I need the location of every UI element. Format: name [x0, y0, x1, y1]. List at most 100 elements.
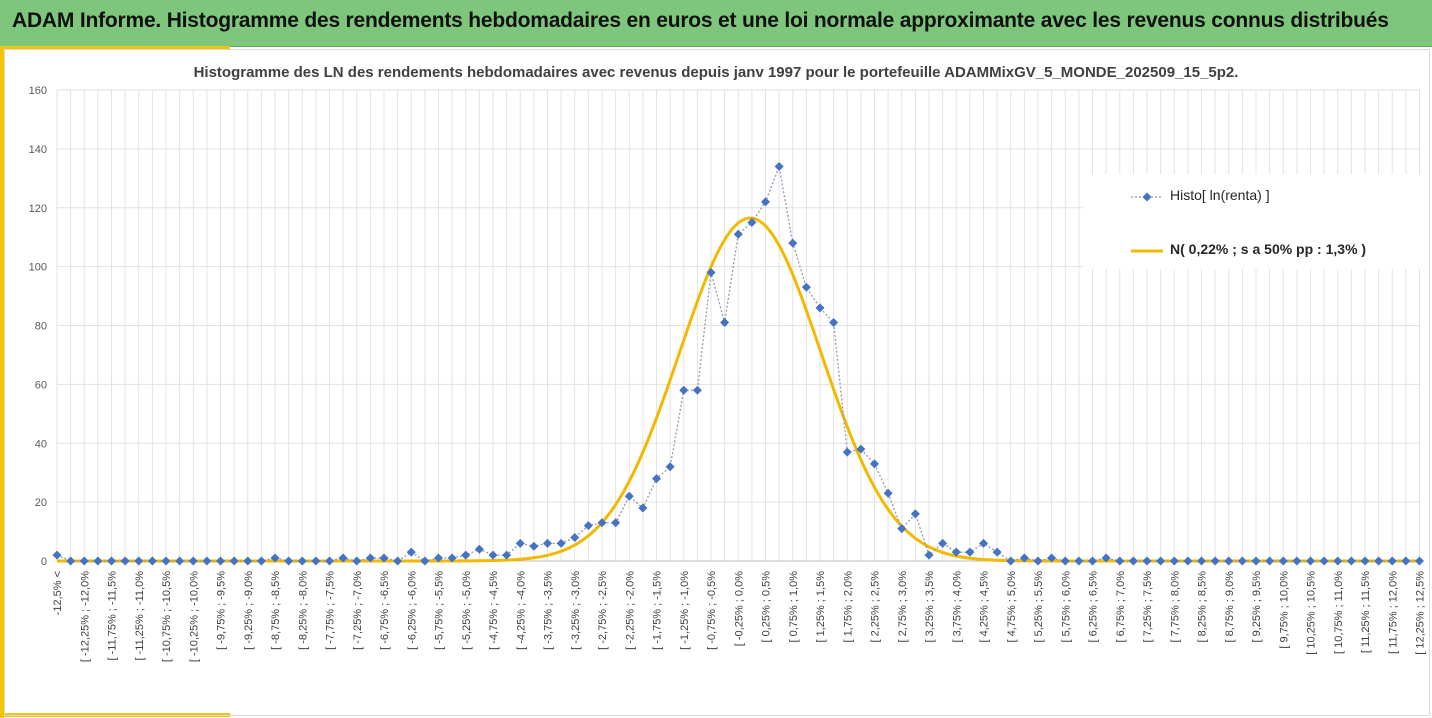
histo-point	[829, 318, 839, 328]
histo-point	[583, 521, 593, 531]
histo-point	[365, 553, 375, 563]
histo-point	[1319, 556, 1329, 566]
histo-point	[325, 556, 334, 566]
x-tick-label: [ -8,25% ; -8,0%	[297, 571, 309, 650]
x-tick-label: [ -2,75% ; -2,5%	[597, 571, 609, 650]
histo-point	[66, 556, 76, 566]
histo-point	[910, 509, 920, 519]
x-tick-label: [ -1,75% ; -1,5%	[652, 571, 664, 650]
histo-point	[624, 491, 634, 501]
x-tick-label: [ 6,25% ; 6,5%	[1088, 571, 1100, 643]
histo-point	[801, 282, 811, 292]
y-tick-label: 20	[35, 497, 47, 509]
histo-point	[570, 532, 580, 542]
histo-point	[1360, 556, 1370, 566]
histo-point	[461, 550, 471, 560]
histo-point	[229, 556, 239, 566]
histo-point	[175, 556, 185, 566]
histo-point	[842, 447, 852, 457]
legend-histo-label: Histo[ ln(renta) ]	[1170, 187, 1270, 203]
x-tick-label: [ 2,75% ; 3,0%	[897, 571, 909, 643]
y-tick-label: 100	[29, 262, 47, 274]
x-tick-label: [ -6,25% ; -6,0%	[406, 571, 418, 650]
accent-bar-top	[0, 46, 230, 49]
x-tick-label: [ -5,25% ; -5,0%	[461, 571, 473, 650]
histo-point	[188, 556, 198, 566]
y-tick-label: 120	[29, 203, 47, 215]
histo-point	[488, 550, 498, 560]
histo-point	[1033, 556, 1043, 566]
histo-point	[202, 556, 212, 566]
histo-point	[1415, 556, 1424, 566]
x-tick-label: [ 8,75% ; 9,0%	[1224, 571, 1236, 643]
histo-point	[1169, 556, 1179, 566]
histo-point	[120, 556, 130, 566]
histo-point	[447, 553, 457, 563]
y-tick-label: 40	[35, 438, 47, 450]
histo-point	[284, 556, 294, 566]
x-tick-label: [ -6,75% ; -6,5%	[379, 571, 391, 650]
x-tick-label: [ 9,25% ; 9,5%	[1251, 571, 1263, 643]
histo-point	[992, 547, 1002, 557]
chart-title: Histogramme des LN des rendements hebdom…	[193, 64, 1239, 81]
histo-point	[870, 459, 879, 469]
histo-point	[1047, 553, 1057, 563]
x-tick-label: [ 7,75% ; 8,0%	[1169, 571, 1181, 643]
histo-point	[788, 238, 798, 248]
y-tick-label: 0	[41, 556, 47, 568]
histo-point	[161, 556, 171, 566]
y-tick-label: 80	[35, 321, 47, 333]
histo-point	[406, 547, 416, 557]
report-title: ADAM Informe. Histogramme des rendements…	[12, 9, 1389, 32]
histo-point	[434, 553, 443, 563]
histo-point	[147, 556, 157, 566]
x-tick-label: [ 7,25% ; 7,5%	[1142, 571, 1154, 643]
x-tick-label: [ 9,75% ; 10,0%	[1278, 571, 1290, 649]
histo-point	[297, 556, 307, 566]
histo-point	[79, 556, 89, 566]
x-tick-label: [ -9,25% ; -9,0%	[243, 571, 255, 650]
histo-point	[52, 550, 62, 560]
histo-point	[897, 524, 907, 534]
x-tick-label: [ 2,25% ; 2,5%	[870, 571, 882, 643]
histo-point	[1387, 556, 1397, 566]
x-tick-label: [ -9,75% ; -9,5%	[216, 571, 228, 650]
histo-point	[652, 474, 661, 484]
histo-point	[1306, 556, 1315, 566]
histo-point	[338, 553, 348, 563]
histo-point	[1142, 556, 1152, 566]
histo-point	[1197, 556, 1206, 566]
histo-point	[1019, 553, 1029, 563]
x-tick-label: [ 5,25% ; 5,5%	[1033, 571, 1045, 643]
x-tick-label: [ 11,25% ; 11,5%	[1360, 571, 1372, 653]
accent-bar-left	[0, 46, 4, 718]
histo-point	[774, 162, 784, 172]
histo-point	[638, 503, 648, 513]
x-tick-label: [ 4,75% ; 5,0%	[1006, 571, 1018, 643]
histo-point	[1333, 556, 1343, 566]
histo-point	[216, 556, 225, 566]
histo-point	[692, 385, 702, 395]
histo-point	[761, 197, 770, 207]
x-tick-label: [ -7,25% ; -7,0%	[352, 571, 364, 650]
x-tick-label: [ -10,25% ; -10,0%	[188, 571, 200, 662]
y-tick-label: 60	[35, 379, 47, 391]
x-tick-label: [ 11,75% ; 12,0%	[1387, 571, 1399, 654]
y-tick-label: 140	[29, 144, 47, 156]
histo-point	[515, 538, 525, 548]
histo-point	[597, 518, 607, 528]
histo-point	[706, 268, 716, 278]
histo-point	[529, 541, 539, 551]
x-tick-label: -12,5% <	[52, 571, 64, 615]
x-tick-label: [ -1,25% ; -1,0%	[679, 571, 691, 650]
x-tick-label: [ 12,25% ; 12,5%	[1415, 571, 1427, 655]
histo-point	[134, 556, 144, 566]
report-banner: ADAM Informe. Histogramme des rendements…	[0, 0, 1432, 47]
histo-point	[352, 556, 362, 566]
histo-point	[965, 547, 975, 557]
x-tick-label: [ -3,25% ; -3,0%	[570, 571, 582, 650]
histo-point	[256, 556, 266, 566]
histo-point	[502, 550, 512, 560]
histo-point	[1374, 556, 1384, 566]
